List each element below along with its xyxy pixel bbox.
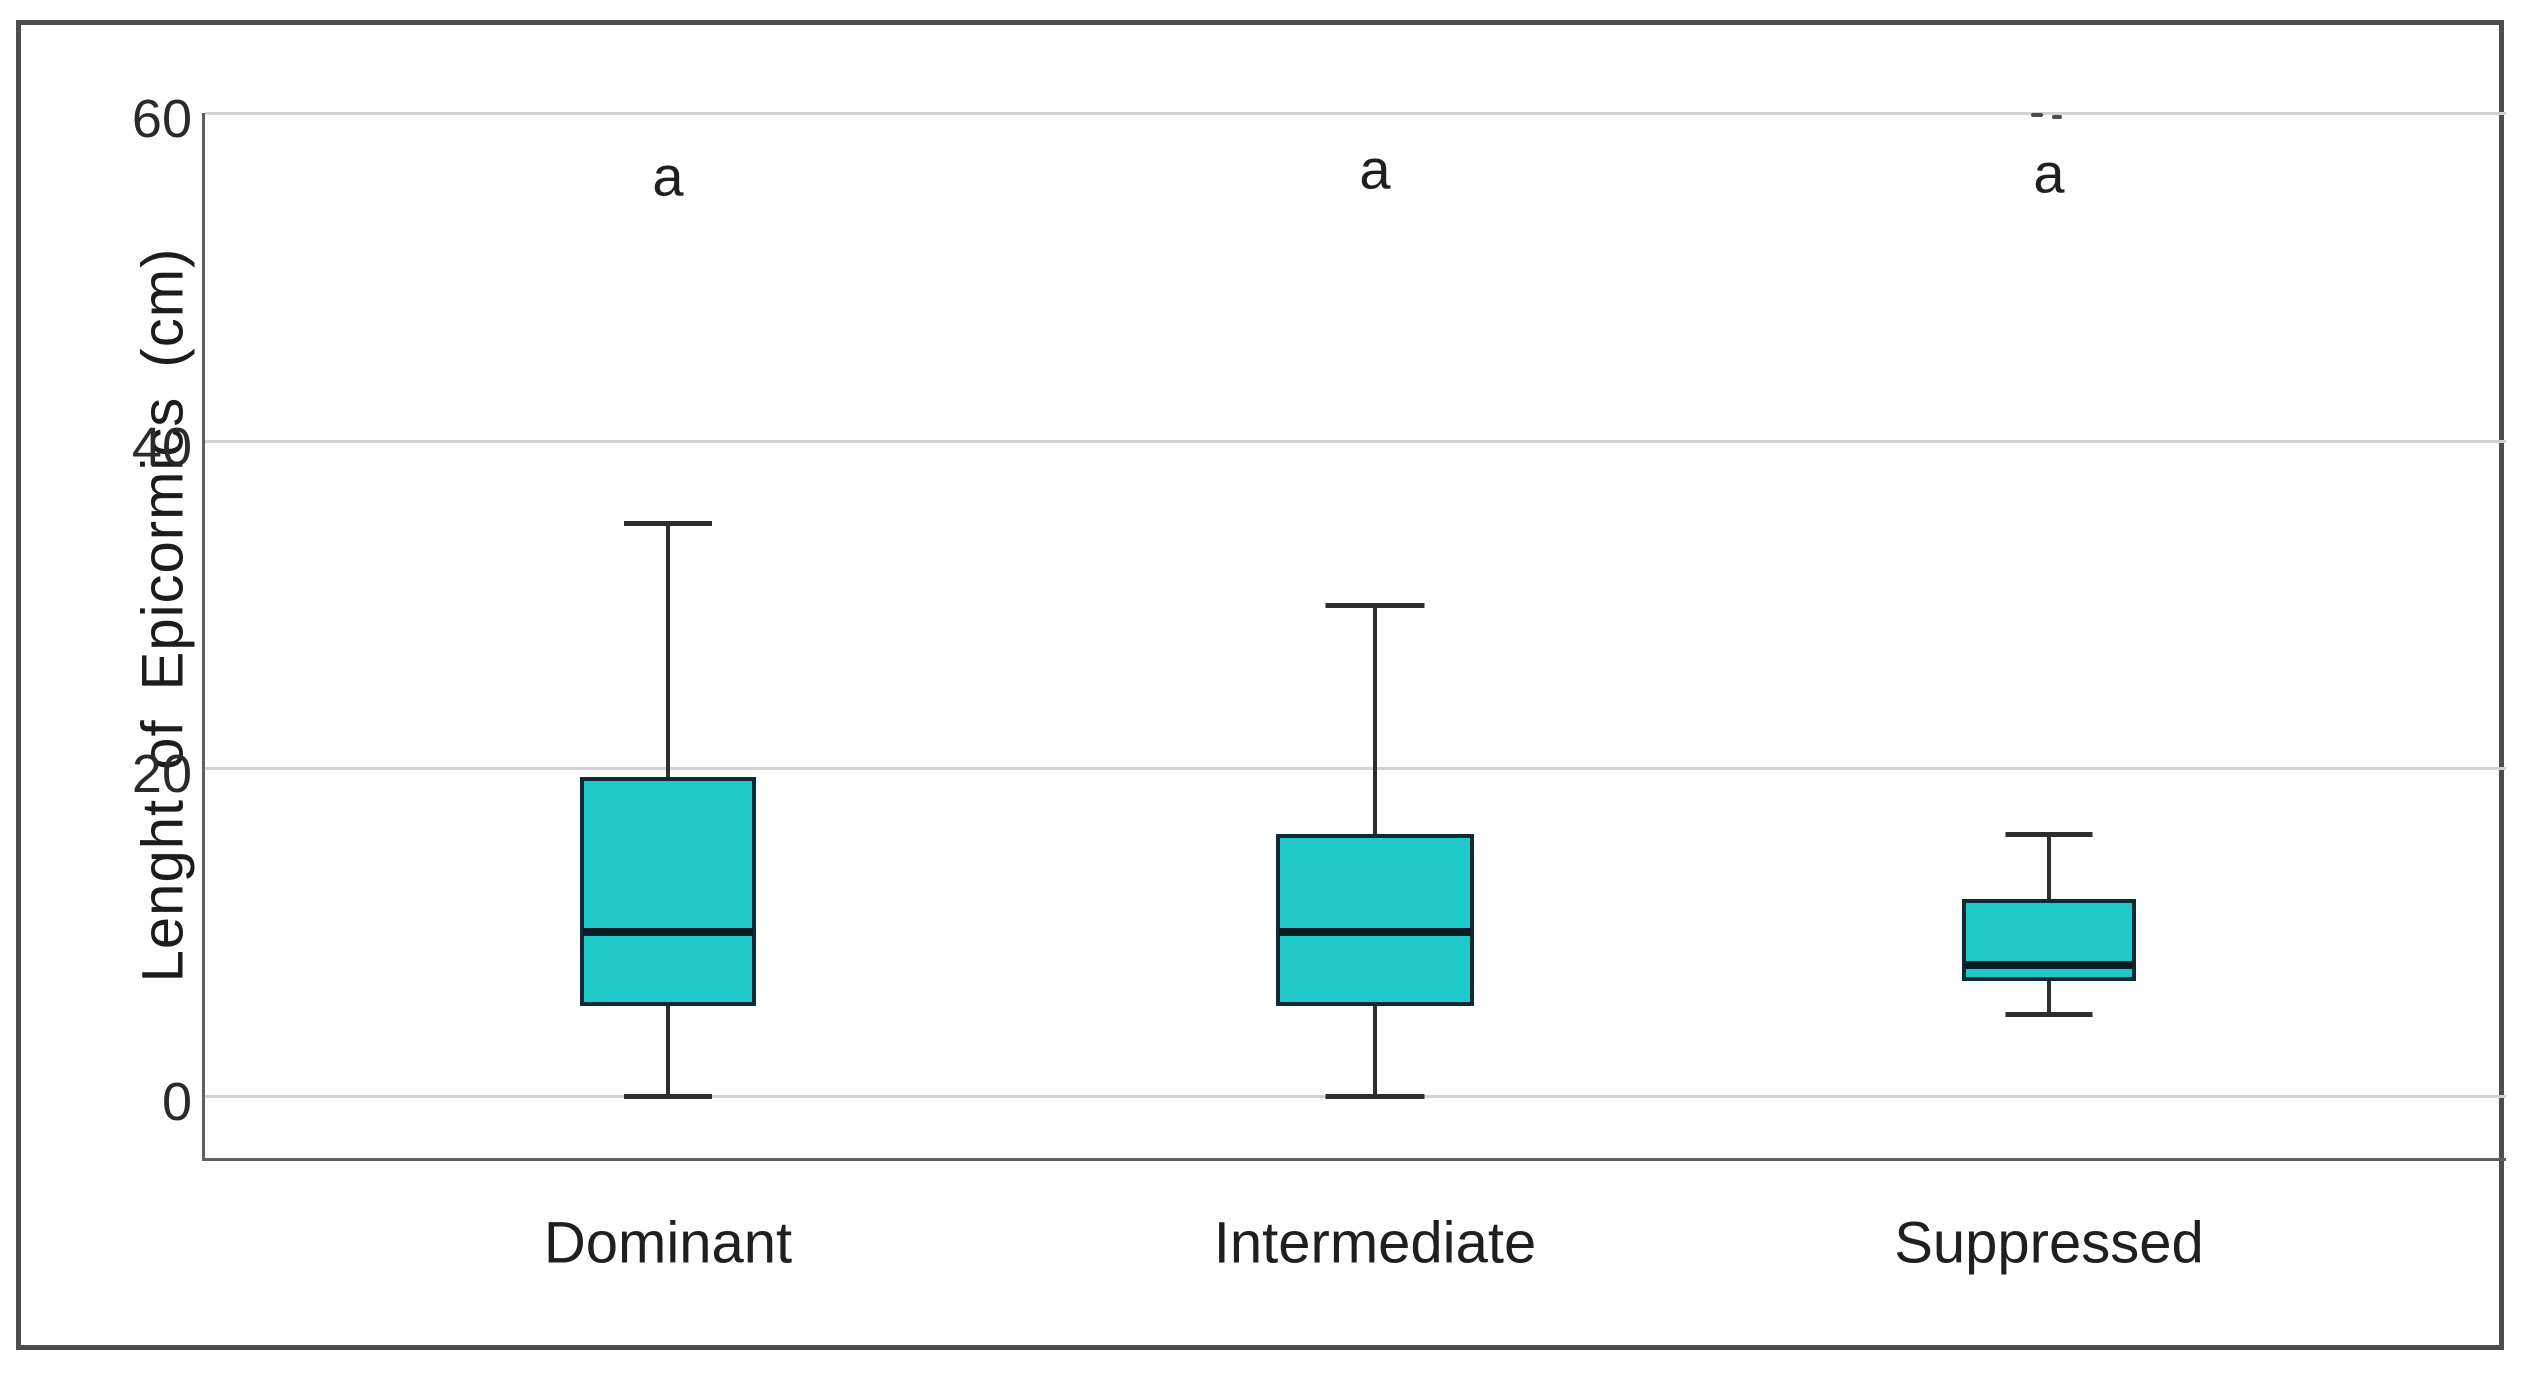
gridline-60: [205, 112, 2506, 115]
median-line-dominant: [583, 928, 753, 937]
category-label-suppressed: Suppressed: [1894, 1210, 2204, 1276]
upper-whisker-cap-intermediate: [1325, 602, 1425, 608]
category-label-dominant: Dominant: [543, 1210, 793, 1276]
x-axis-line: [202, 1158, 2506, 1161]
y-axis-line: [202, 113, 205, 1161]
upper-whisker-line-suppressed: [2047, 833, 2051, 900]
gridline-20: [205, 767, 2506, 771]
lower-whisker-line-intermediate: [1373, 1005, 1377, 1096]
gridline-40: [205, 439, 2506, 443]
category-label-intermediate: Intermediate: [1213, 1210, 1537, 1276]
upper-whisker-cap-dominant: [624, 520, 712, 526]
y-tick-label-40: 40: [131, 416, 192, 477]
upper-whisker-line-dominant: [666, 522, 670, 777]
y-tick-label-0: 0: [161, 1072, 192, 1132]
significance-letter-suppressed: a: [2033, 141, 2065, 205]
median-line-suppressed: [1965, 960, 2133, 969]
lower-whisker-line-suppressed: [2047, 981, 2051, 1015]
significance-letter-intermediate: a: [1359, 137, 1391, 201]
significance-letter-dominant: a: [652, 144, 684, 208]
artifact-speck: [2031, 113, 2043, 117]
lower-whisker-cap-dominant: [624, 1094, 712, 1099]
lower-whisker-cap-suppressed: [2005, 1012, 2093, 1018]
box-rect-intermediate: [1276, 833, 1474, 1006]
figure-border: [16, 20, 2504, 1350]
artifact-speck: [2052, 115, 2062, 119]
box-rect-dominant: [580, 776, 756, 1006]
upper-whisker-line-intermediate: [1373, 604, 1377, 834]
y-tick-label-60: 60: [131, 89, 192, 149]
lower-whisker-line-dominant: [666, 1005, 670, 1096]
y-tick-label-20: 20: [131, 744, 192, 805]
lower-whisker-cap-intermediate: [1325, 1094, 1425, 1099]
upper-whisker-cap-suppressed: [2005, 831, 2093, 837]
median-line-intermediate: [1279, 928, 1471, 937]
